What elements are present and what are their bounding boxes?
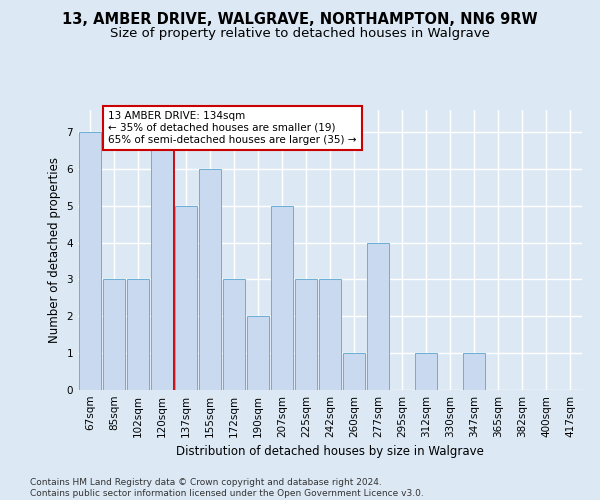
Bar xyxy=(415,353,437,390)
Bar xyxy=(127,280,149,390)
Bar xyxy=(367,242,389,390)
X-axis label: Distribution of detached houses by size in Walgrave: Distribution of detached houses by size … xyxy=(176,446,484,458)
Bar xyxy=(103,280,125,390)
Bar xyxy=(79,132,101,390)
Bar xyxy=(199,169,221,390)
Bar xyxy=(223,280,245,390)
Text: Contains HM Land Registry data © Crown copyright and database right 2024.
Contai: Contains HM Land Registry data © Crown c… xyxy=(30,478,424,498)
Bar xyxy=(151,132,173,390)
Bar xyxy=(175,206,197,390)
Bar xyxy=(295,280,317,390)
Bar xyxy=(319,280,341,390)
Bar xyxy=(271,206,293,390)
Bar xyxy=(343,353,365,390)
Bar xyxy=(247,316,269,390)
Text: 13, AMBER DRIVE, WALGRAVE, NORTHAMPTON, NN6 9RW: 13, AMBER DRIVE, WALGRAVE, NORTHAMPTON, … xyxy=(62,12,538,28)
Bar xyxy=(463,353,485,390)
Text: Size of property relative to detached houses in Walgrave: Size of property relative to detached ho… xyxy=(110,28,490,40)
Y-axis label: Number of detached properties: Number of detached properties xyxy=(48,157,61,343)
Text: 13 AMBER DRIVE: 134sqm
← 35% of detached houses are smaller (19)
65% of semi-det: 13 AMBER DRIVE: 134sqm ← 35% of detached… xyxy=(108,112,357,144)
